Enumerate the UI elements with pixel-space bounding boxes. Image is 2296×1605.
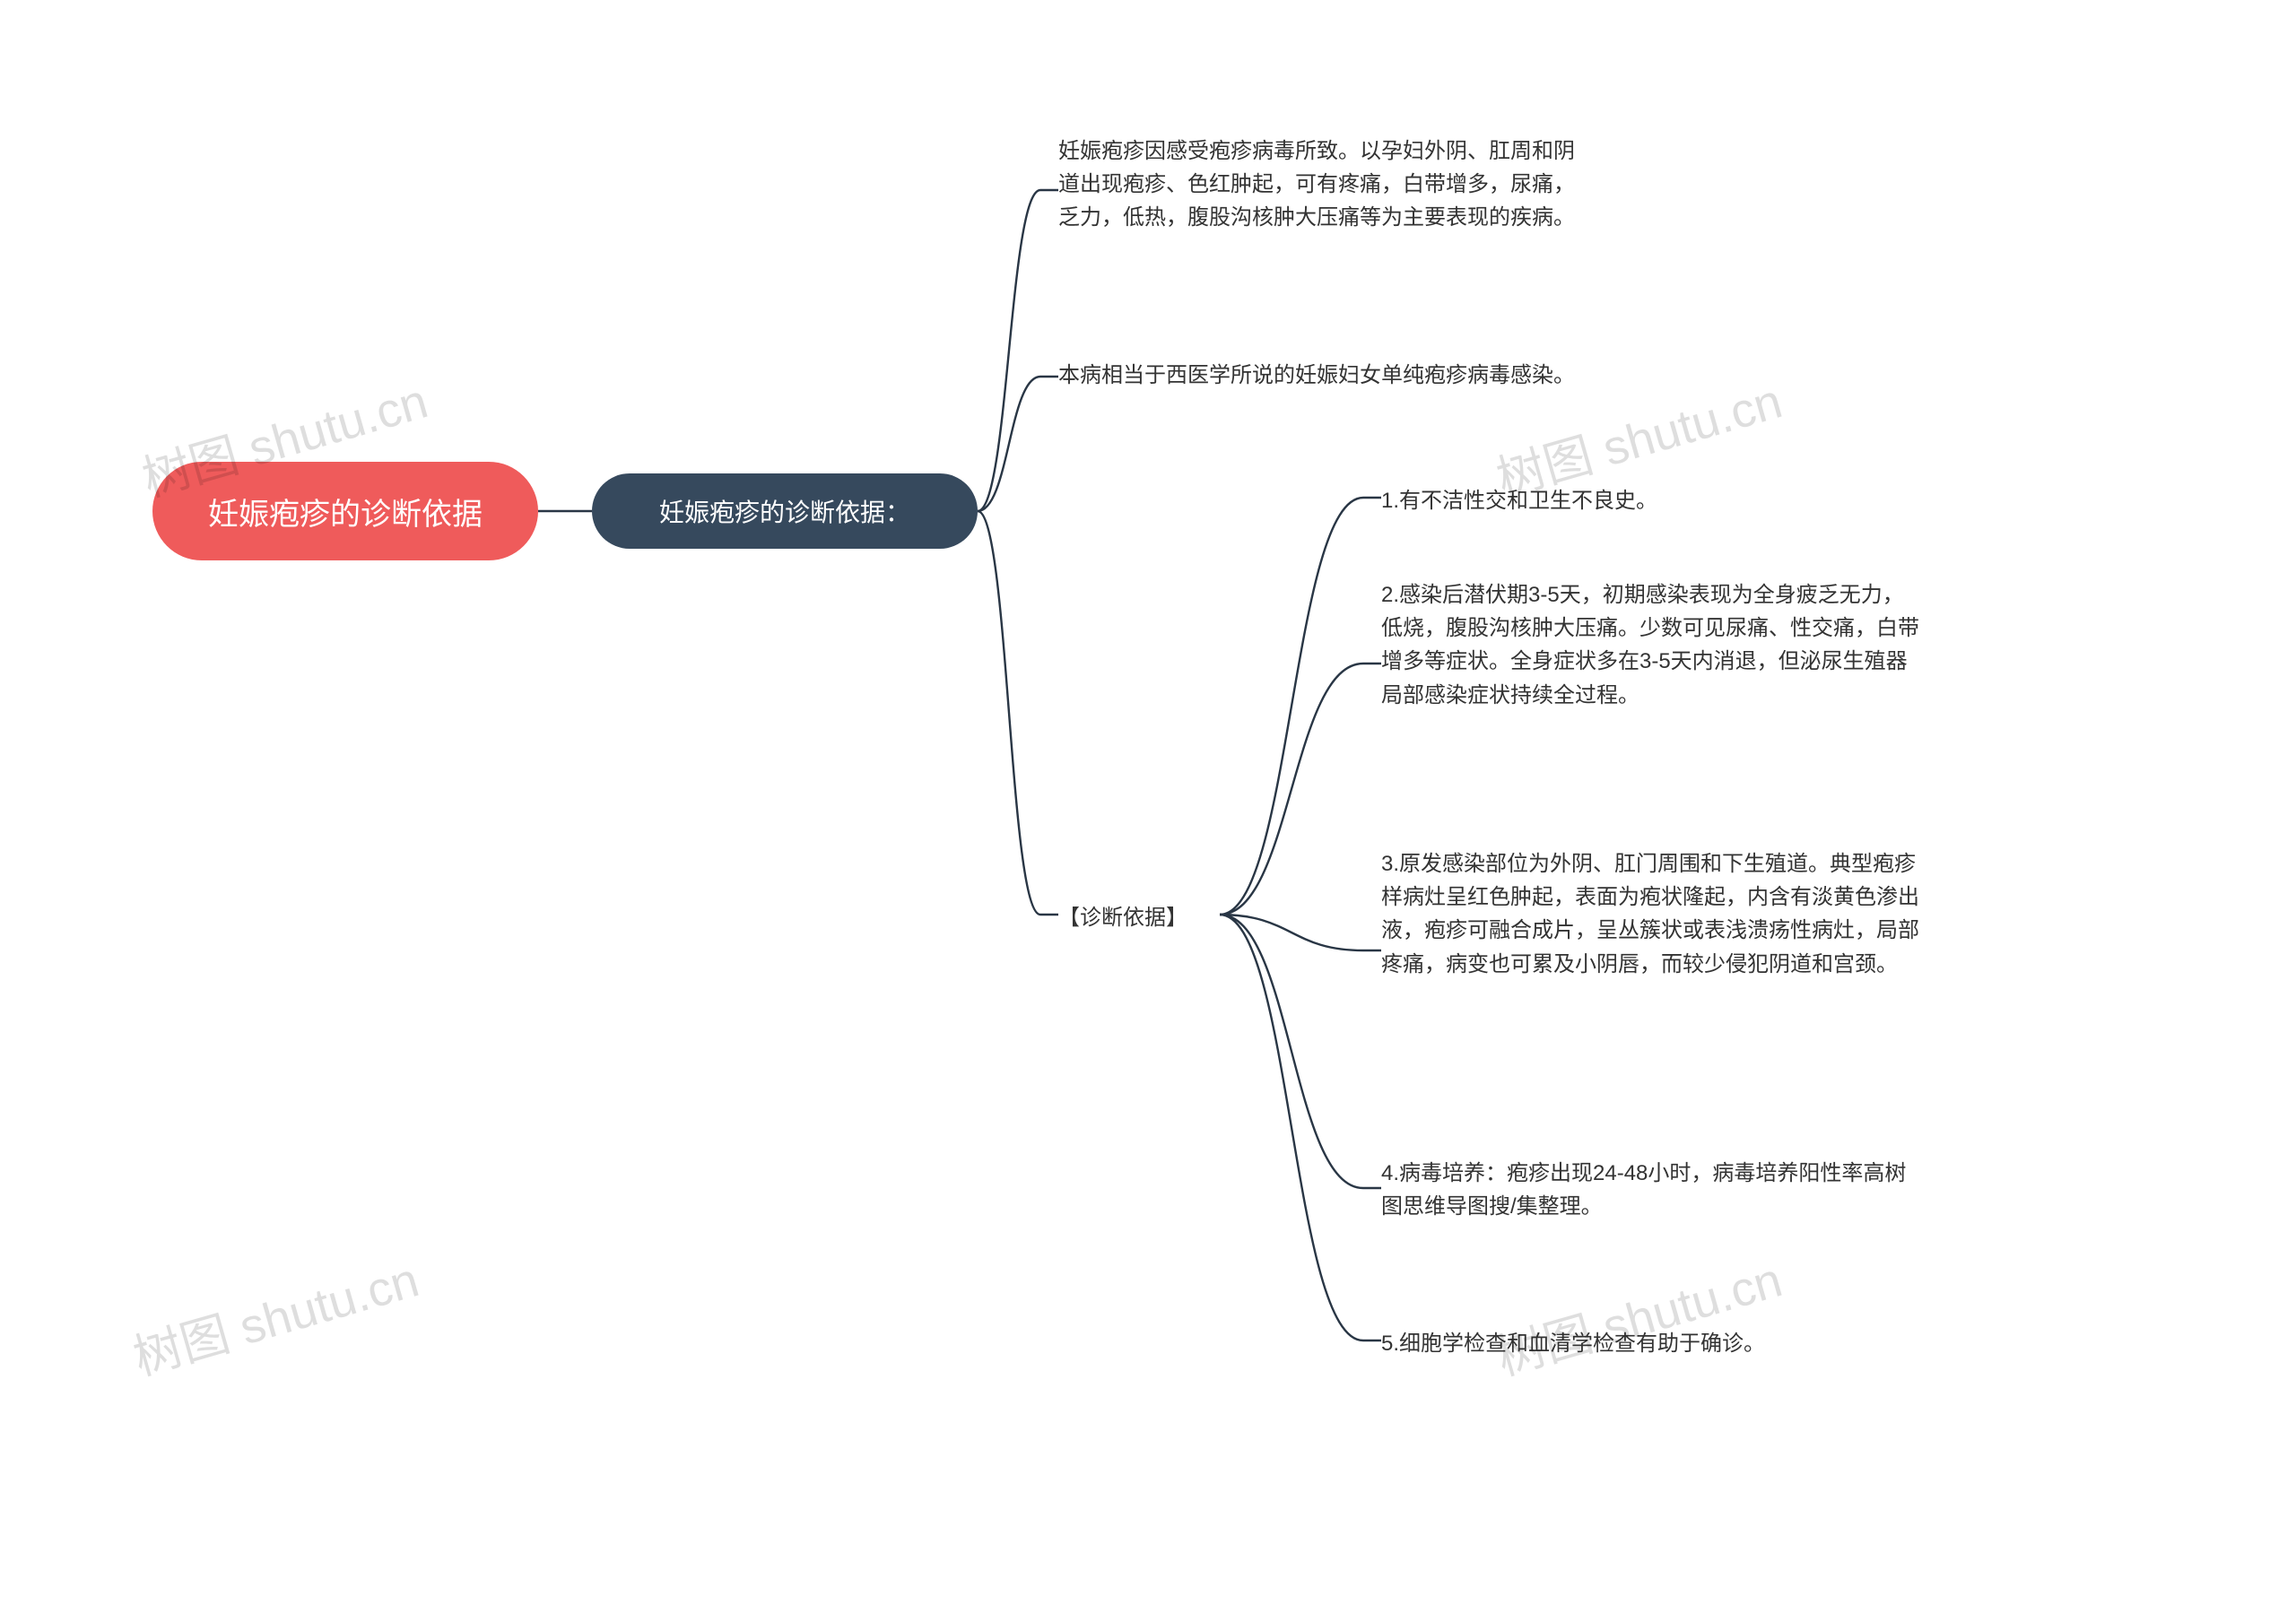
leaf-c5[interactable]: 5.细胞学检查和血清学检查有助于确诊。 [1381, 1327, 1919, 1360]
branch-label: 妊娠疱疹的诊断依据： [659, 493, 910, 529]
mindmap-root-node[interactable]: 妊娠疱疹的诊断依据 [152, 462, 538, 560]
leaf-c1[interactable]: 1.有不洁性交和卫生不良史。 [1381, 484, 1910, 517]
leaf-intro2[interactable]: 本病相当于西医学所说的妊娠妇女单纯疱疹病毒感染。 [1058, 359, 1587, 392]
connector [1220, 915, 1381, 1188]
mindmap-branch-node[interactable]: 妊娠疱疹的诊断依据： [592, 473, 978, 549]
watermark: 树图 shutu.cn [124, 1240, 425, 1389]
leaf-c2[interactable]: 2.感染后潜伏期3-5天，初期感染表现为全身疲乏无力，低烧，腹股沟核肿大压痛。少… [1381, 578, 1919, 712]
connector-layer [0, 0, 2296, 1605]
leaf-c3[interactable]: 3.原发感染部位为外阴、肛门周围和下生殖道。典型疱疹样病灶呈红色肿起，表面为疱状… [1381, 847, 1919, 981]
connector [978, 377, 1058, 511]
connector [1220, 915, 1381, 1340]
leaf-criteria_label[interactable]: 【诊断依据】 [1058, 901, 1238, 934]
connector [1220, 915, 1381, 950]
leaf-intro1[interactable]: 妊娠疱疹因感受疱疹病毒所致。以孕妇外阴、肛周和阴道出现疱疹、色红肿起，可有疼痛，… [1058, 134, 1587, 235]
root-label: 妊娠疱疹的诊断依据 [208, 490, 483, 534]
watermark: 树图 shutu.cn [1487, 1240, 1788, 1389]
connector [978, 190, 1058, 511]
connector [1220, 664, 1381, 915]
connector [1220, 498, 1381, 915]
connector [978, 511, 1058, 915]
leaf-c4[interactable]: 4.病毒培养：疱疹出现24-48小时，病毒培养阳性率高树图思维导图搜/集整理。 [1381, 1157, 1919, 1223]
